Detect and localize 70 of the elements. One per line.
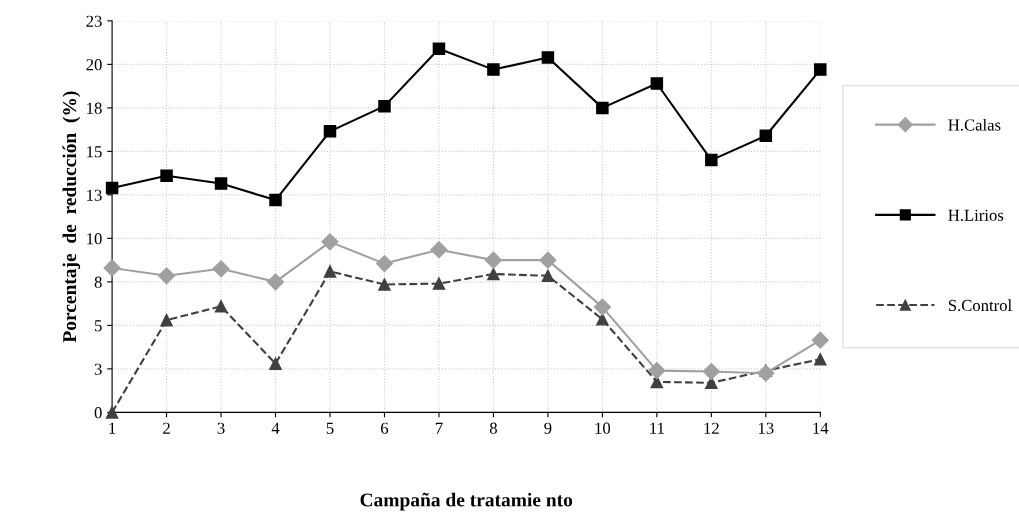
- point: [160, 313, 173, 327]
- x-tick-label: 7: [435, 422, 443, 434]
- x-tick-label: 6: [381, 422, 389, 434]
- x-tick-label: 12: [704, 422, 719, 434]
- point: [484, 251, 502, 269]
- x-tick-label: 10: [595, 422, 611, 434]
- x-tick-label: 4: [271, 422, 280, 434]
- x-tick-label: 11: [650, 422, 664, 434]
- point: [539, 251, 557, 269]
- y-tick-label: 18: [87, 102, 102, 114]
- point: [214, 177, 228, 190]
- point: [378, 99, 391, 113]
- point: [541, 269, 555, 283]
- point: [158, 267, 176, 285]
- y-tick-label: 8: [94, 276, 102, 288]
- point: [596, 101, 609, 115]
- x-tick-label: 14: [813, 422, 829, 434]
- point: [323, 265, 337, 278]
- point: [321, 233, 339, 251]
- y-tick-label: 5: [95, 320, 102, 332]
- point: [269, 357, 282, 370]
- point: [648, 362, 666, 380]
- point: [375, 255, 394, 273]
- x-tick-label: 1: [109, 422, 116, 434]
- point: [487, 63, 500, 76]
- point: [757, 364, 775, 382]
- point: [596, 313, 609, 326]
- x-tick-label: 9: [544, 422, 552, 434]
- x-tick-label: 2: [163, 422, 170, 434]
- point: [105, 181, 119, 195]
- point: [105, 406, 119, 419]
- legend-label: H.Lirios: [948, 209, 1004, 221]
- point: [378, 278, 391, 291]
- x-tick-label: 5: [326, 422, 334, 434]
- point: [814, 353, 827, 366]
- y-tick-label: 3: [94, 363, 102, 375]
- legend-label: H.Calas: [948, 118, 1001, 131]
- point: [432, 42, 446, 55]
- point: [266, 273, 285, 291]
- x-tick-label: 8: [489, 422, 497, 434]
- x-tick-label: 13: [758, 422, 774, 434]
- point: [323, 125, 337, 138]
- point: [487, 267, 500, 281]
- point: [541, 51, 555, 64]
- point: [214, 299, 228, 313]
- point: [705, 376, 718, 390]
- point: [759, 129, 773, 142]
- point: [811, 331, 829, 349]
- y-tick-label: 0: [94, 407, 102, 419]
- y-tick-label: 23: [86, 15, 102, 27]
- y-tick-label: 15: [87, 146, 102, 158]
- y-tick-label: 13: [87, 189, 102, 201]
- point: [814, 63, 827, 76]
- point: [593, 298, 611, 316]
- x-axis-title: Campaña de tratamie nto: [360, 492, 573, 511]
- point: [650, 77, 664, 90]
- y-tick-label: 20: [86, 59, 102, 71]
- y-axis-title: Porcentaje de reducción (%): [62, 91, 81, 343]
- point: [269, 193, 282, 207]
- point: [702, 362, 720, 381]
- x-tick-label: 3: [217, 422, 225, 434]
- point: [103, 259, 121, 277]
- point: [432, 277, 446, 290]
- legend-label: S.Control: [948, 299, 1012, 312]
- point: [705, 153, 718, 167]
- y-tick-label: 10: [87, 233, 102, 245]
- point: [430, 241, 448, 259]
- point: [212, 260, 230, 278]
- point: [650, 375, 664, 389]
- point: [160, 169, 173, 182]
